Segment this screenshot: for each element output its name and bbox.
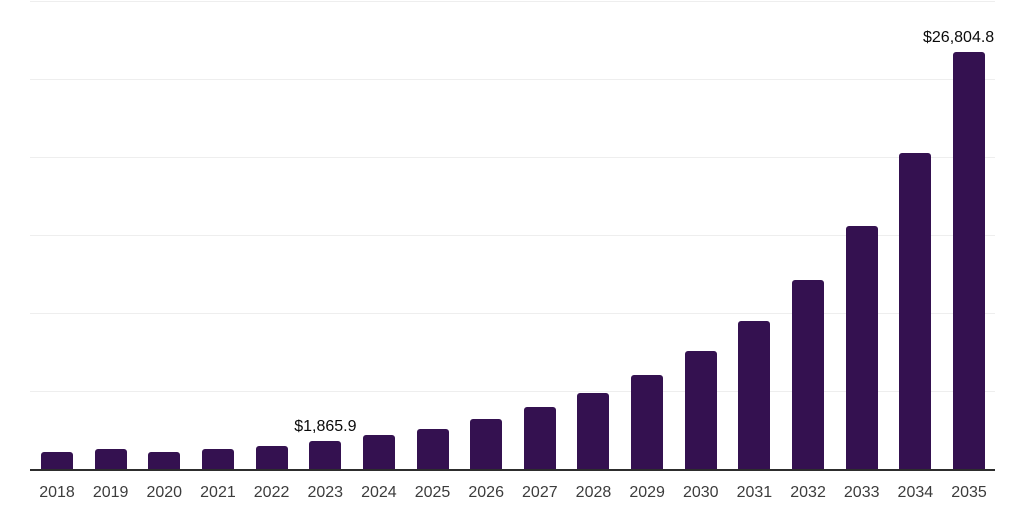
x-tick-label-2030: 2030: [682, 484, 719, 501]
bar-2035[interactable]: [953, 51, 985, 470]
x-tick-label-2024: 2024: [361, 484, 397, 501]
x-tick-label-2025: 2025: [414, 484, 451, 501]
bar-2034[interactable]: [899, 153, 932, 470]
bar-2030[interactable]: [684, 351, 717, 470]
data-label-2035: $26,804.8: [923, 28, 995, 46]
x-tick-label-2019: 2019: [92, 484, 129, 501]
gridline-10000: [30, 313, 995, 314]
bar-2026[interactable]: [470, 419, 503, 470]
x-tick-label-2033: 2033: [843, 484, 880, 501]
bar-2032[interactable]: [792, 279, 825, 470]
bar-2023[interactable]: [309, 440, 342, 470]
x-tick-label-2018: 2018: [39, 484, 75, 501]
bar-2027[interactable]: [523, 406, 556, 470]
x-tick-label-2020: 2020: [146, 484, 183, 501]
x-tick-label-2027: 2027: [522, 484, 558, 501]
x-tick-label-2026: 2026: [468, 484, 504, 501]
x-tick-label-2034: 2034: [897, 484, 934, 501]
x-axis-labels: 2018 2019 2020 2021 2022 2023 2024 2025 2026 2027…: [30, 483, 995, 505]
x-tick-label-2035: 2035: [951, 484, 987, 501]
bar-2029[interactable]: [631, 375, 664, 470]
x-tick-label-2029: 2029: [629, 484, 665, 501]
bar-2031[interactable]: [738, 320, 771, 470]
x-tick-label-2021: 2021: [200, 484, 236, 501]
bar-2019[interactable]: [94, 448, 127, 470]
gridline-25000: [30, 79, 995, 80]
gridline-20000: [30, 157, 995, 158]
gridline-15000: [30, 235, 995, 236]
bar-2020[interactable]: [148, 452, 181, 470]
x-axis-line: [30, 469, 995, 471]
x-tick-label-2023: 2023: [307, 484, 344, 501]
bar-2022[interactable]: [255, 445, 288, 470]
data-label-2023: $1,865.9: [294, 417, 357, 435]
x-tick-label-2032: 2032: [790, 484, 826, 501]
bar-2033[interactable]: [845, 225, 878, 470]
plot-area: $1,865.9 $26,804.8: [30, 1, 995, 471]
bar-2028[interactable]: [577, 392, 610, 470]
bar-2018[interactable]: [41, 451, 73, 470]
gridline-5000: [30, 391, 995, 392]
bar-2021[interactable]: [201, 449, 234, 470]
x-tick-label-2028: 2028: [575, 484, 612, 501]
x-tick-label-2031: 2031: [736, 484, 773, 501]
bar-2025[interactable]: [416, 429, 449, 470]
gridline-30000: [30, 1, 995, 2]
x-tick-label-2022: 2022: [253, 484, 290, 501]
bar-2024[interactable]: [362, 435, 395, 470]
